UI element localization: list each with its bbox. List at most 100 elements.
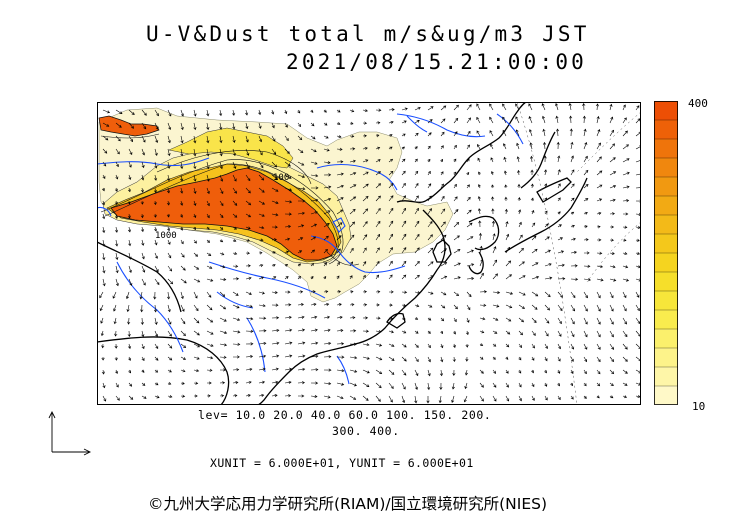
wind-vector-arrow — [464, 382, 468, 390]
wind-vector-arrow — [271, 225, 278, 229]
contour-label-100: 100 — [273, 173, 289, 183]
wind-vector-arrow — [544, 210, 548, 215]
wind-vector-arrow — [438, 395, 442, 404]
wind-vector-arrow — [323, 173, 332, 177]
wind-vector-arrow — [583, 291, 588, 299]
wind-vector-arrow — [557, 343, 561, 350]
wind-vector-arrow — [375, 121, 381, 125]
wind-vector-arrow — [492, 317, 499, 321]
wind-vector-arrow — [623, 212, 629, 216]
wind-vector-arrow — [349, 382, 357, 387]
wind-vector-arrow — [544, 223, 549, 228]
wind-vector-arrow — [127, 226, 132, 233]
wind-vector-arrow — [232, 122, 236, 130]
wind-vector-arrow — [596, 142, 601, 150]
wind-vector-arrow — [505, 260, 512, 267]
wind-vector-arrow — [427, 195, 432, 202]
wind-vector-arrow — [388, 247, 393, 254]
wind-vector-arrow — [478, 184, 481, 189]
wind-vector-arrow — [453, 144, 457, 150]
wind-vector-arrow — [180, 343, 187, 348]
wind-vector-arrow — [583, 343, 588, 350]
wind-vector-arrow — [115, 148, 120, 155]
wind-vector-arrow — [440, 234, 447, 241]
wind-vector-arrow — [128, 109, 135, 115]
wind-vector-arrow — [518, 317, 525, 323]
wind-vector-arrow — [557, 250, 565, 254]
wind-vector-arrow — [284, 122, 288, 128]
wind-vector-arrow — [635, 105, 640, 111]
wind-vector-arrow — [502, 116, 507, 124]
wind-vector-arrow — [219, 355, 227, 359]
wind-vector-arrow — [518, 395, 522, 402]
wind-vector-arrow — [219, 330, 228, 334]
wind-vector-arrow — [375, 290, 381, 294]
wind-vector-arrow — [362, 171, 369, 176]
wind-vector-arrow — [232, 342, 241, 346]
wind-vector-arrow — [271, 367, 279, 371]
wind-vector-arrow — [414, 207, 419, 215]
wind-vector-arrow — [544, 291, 551, 298]
wind-vector-arrow — [245, 122, 249, 130]
wind-vector-arrow — [271, 316, 280, 320]
wind-vector-arrow — [401, 247, 407, 254]
wind-vector-arrow — [193, 174, 197, 182]
wind-vector-arrow — [167, 161, 171, 169]
wind-vector-arrow — [582, 103, 586, 111]
wind-vector-arrow — [284, 290, 291, 294]
wind-vector-arrow — [180, 304, 185, 312]
wind-vector-arrow — [284, 276, 289, 280]
wind-vector-arrow — [258, 304, 266, 308]
wind-vector-arrow — [349, 261, 354, 267]
wind-vector-arrow — [219, 291, 226, 297]
wind-vector-arrow — [258, 380, 266, 384]
wind-vector-arrow — [153, 291, 157, 300]
wind-vector-arrow — [596, 198, 603, 202]
dust-map: 100 1000 — [97, 102, 641, 405]
wind-vector-arrow — [232, 355, 240, 359]
wind-vector-arrow — [323, 197, 332, 202]
wind-vector-arrow — [466, 263, 475, 267]
wind-vector-arrow — [180, 213, 183, 218]
wind-vector-arrow — [297, 354, 306, 358]
wind-vector-arrow — [479, 382, 484, 388]
wind-vector-arrow — [544, 304, 550, 311]
wind-vector-arrow — [114, 226, 119, 233]
wind-vector-arrow — [336, 147, 343, 151]
wind-vector-arrow — [284, 328, 293, 332]
wind-vector-arrow — [490, 170, 494, 176]
wind-vector-arrow — [310, 122, 315, 127]
wind-vector-arrow — [101, 343, 105, 349]
wind-vector-arrow — [544, 183, 548, 189]
wind-vector-arrow — [439, 382, 443, 390]
wind-vector-arrow — [206, 161, 210, 170]
wind-vector-arrow — [609, 157, 616, 163]
wind-vector-arrow — [232, 239, 237, 242]
wind-vector-arrow — [557, 277, 566, 281]
wind-vector-arrow — [207, 381, 212, 385]
wind-vector-arrow — [582, 115, 586, 124]
wind-vector-arrow — [583, 278, 591, 282]
wind-vector-arrow — [570, 343, 575, 350]
wind-vector-arrow — [452, 343, 456, 349]
wind-vector-arrow — [141, 109, 147, 116]
wind-vector-arrow — [544, 382, 548, 387]
wind-vector-arrow — [297, 187, 306, 191]
wind-vector-arrow — [297, 250, 303, 254]
wind-vector-arrow — [505, 304, 513, 309]
wind-vector-arrow — [453, 196, 458, 202]
wind-vector-arrow — [167, 381, 172, 385]
wind-vector-arrow — [349, 134, 355, 138]
wind-vector-arrow — [518, 382, 522, 388]
wind-vector-arrow — [375, 146, 381, 150]
wind-vector-arrow — [141, 135, 146, 143]
wind-vector-arrow — [504, 208, 508, 215]
wind-vector-arrow — [375, 233, 381, 241]
wind-vector-arrow — [583, 395, 587, 399]
wind-vector-arrow — [206, 187, 210, 195]
wind-vector-arrow — [206, 200, 210, 207]
wind-vector-arrow — [310, 354, 319, 358]
wind-vector-arrow — [154, 356, 159, 361]
wind-vector-arrow — [258, 226, 265, 230]
wind-vector-arrow — [141, 265, 146, 273]
